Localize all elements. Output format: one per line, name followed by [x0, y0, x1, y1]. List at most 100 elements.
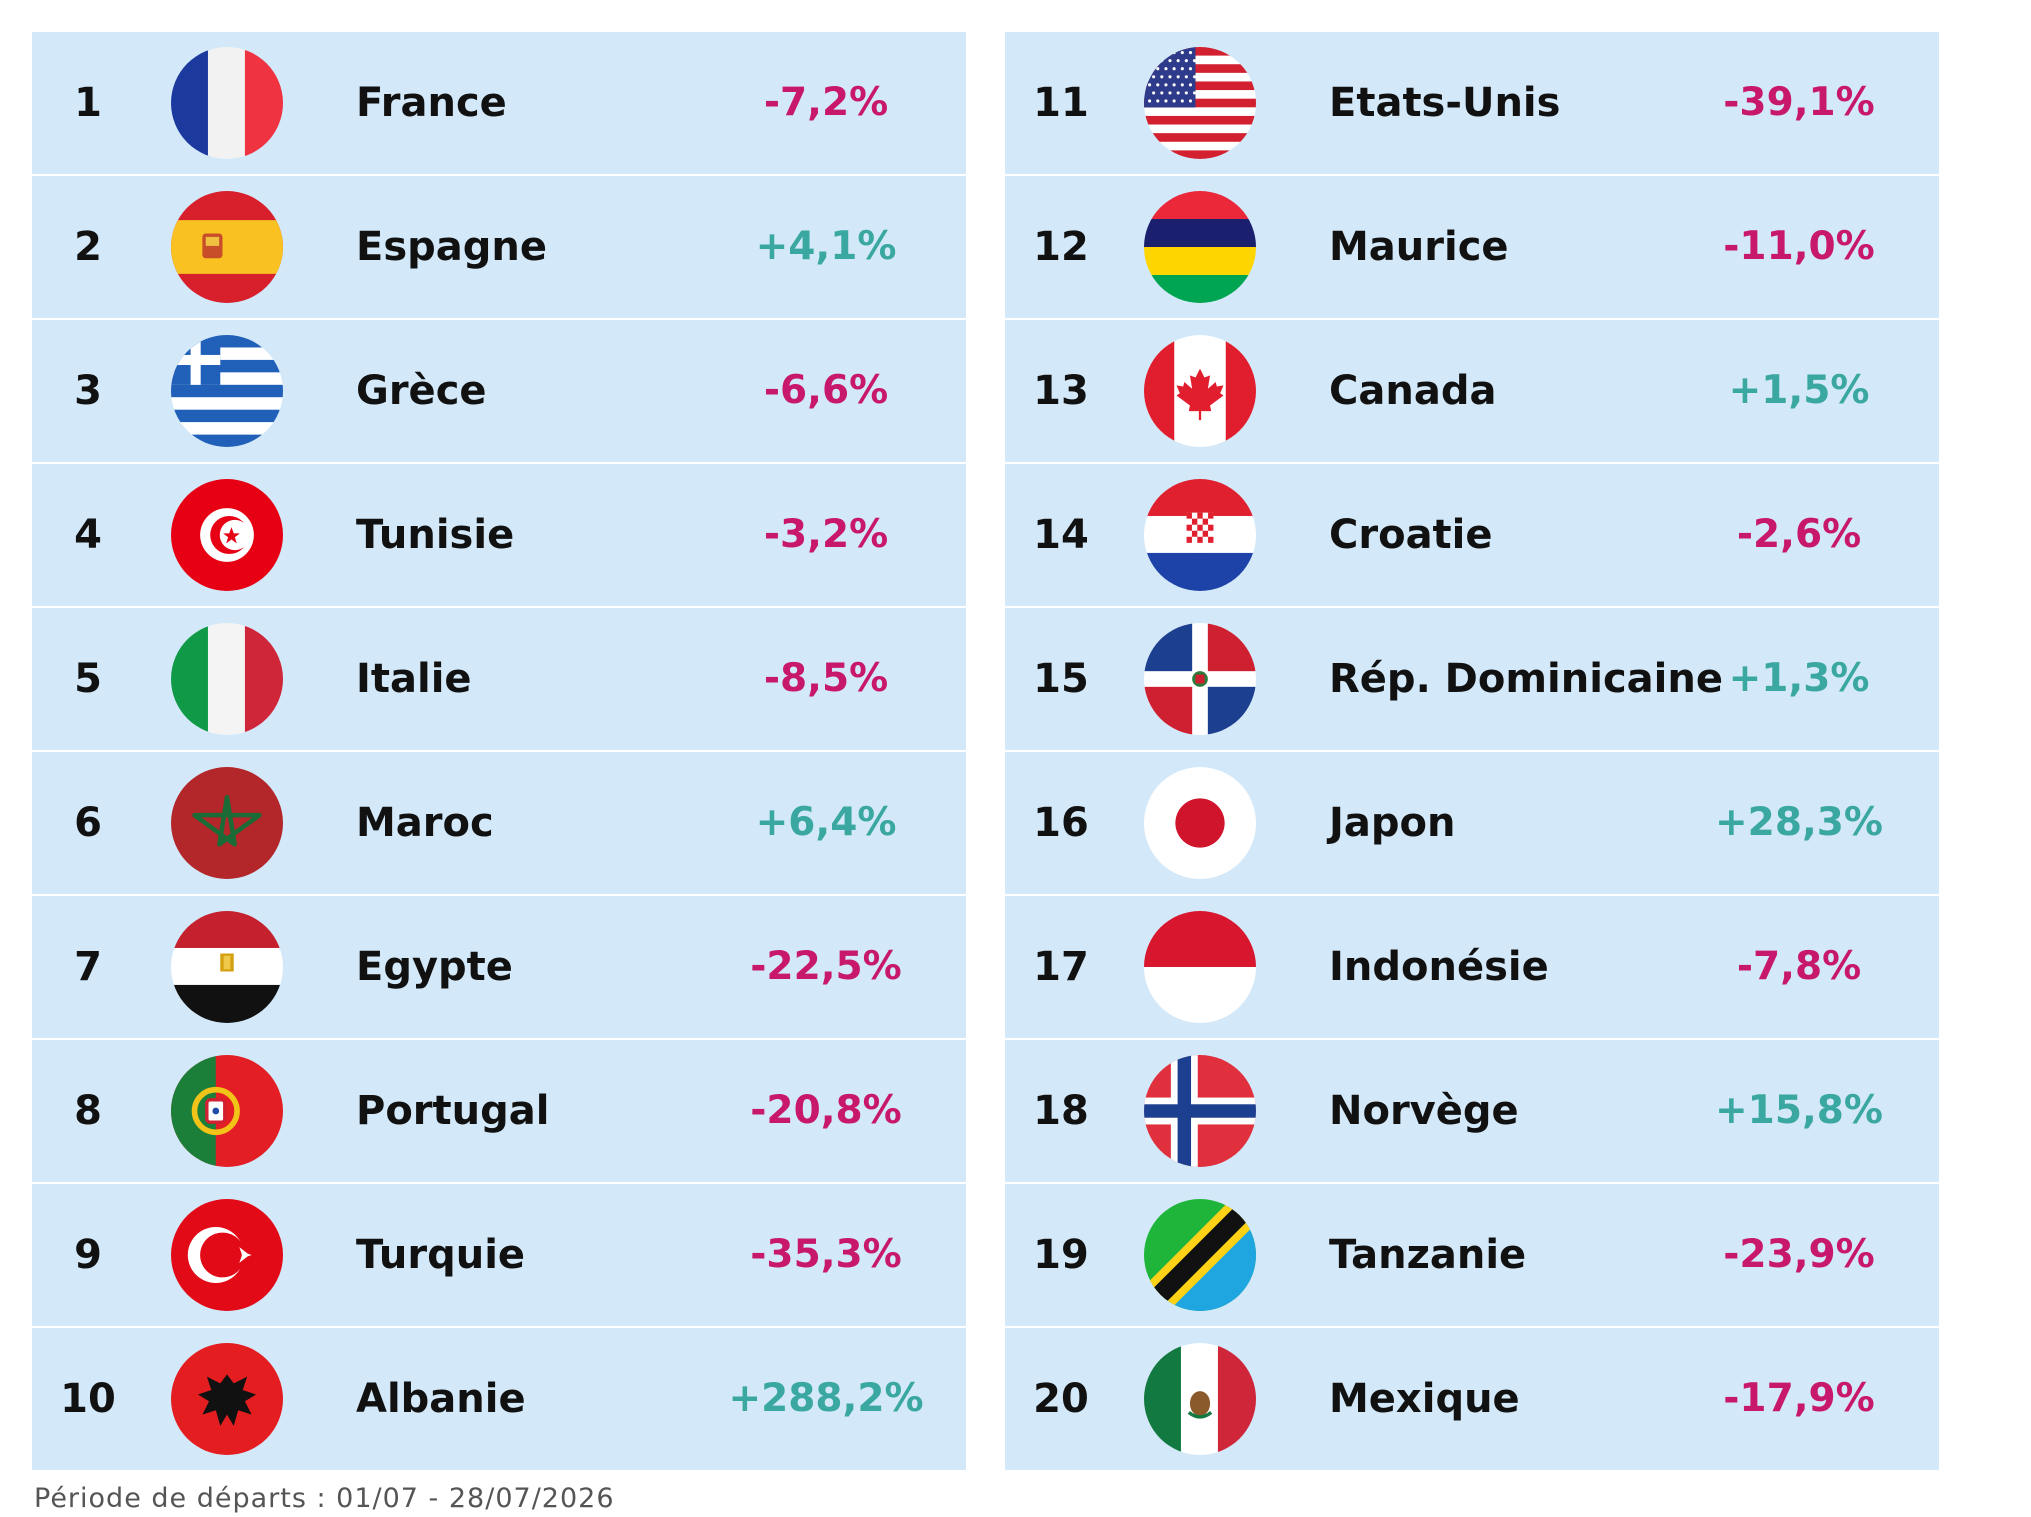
country-name: Norvège [1329, 1088, 1519, 1134]
change-percent: +1,5% [1728, 368, 1870, 413]
country-name: Albanie [356, 1376, 526, 1422]
country-name: Tunisie [356, 512, 515, 558]
change-percent: -3,2% [763, 512, 889, 557]
table-row: 7 Egypte -22,5% [32, 896, 966, 1038]
table-row: 10 Albanie +288,2% [32, 1328, 966, 1470]
country-name: Turquie [356, 1232, 526, 1278]
rank-number: 11 [1033, 80, 1089, 126]
france-flag-icon [171, 47, 283, 159]
indonesia-flag-icon [1144, 911, 1256, 1023]
portugal-flag-icon [171, 1055, 283, 1167]
table-row: 5 Italie -8,5% [32, 608, 966, 750]
change-percent: -7,2% [763, 80, 889, 125]
turkey-flag-icon [171, 1199, 283, 1311]
tunisia-flag-icon [171, 479, 283, 591]
country-name: France [356, 80, 507, 126]
table-row: 20 Mexique -17,9% [1005, 1328, 1939, 1470]
canada-flag-icon [1144, 335, 1256, 447]
country-name: Grèce [356, 368, 487, 414]
rank-number: 14 [1033, 512, 1089, 558]
change-percent: -8,5% [763, 656, 889, 701]
rank-number: 10 [60, 1376, 116, 1422]
ranking-column-left: 1 France -7,2% 2 Espagne +4,1% 3 Grèce -6,6% 4 Tun… [32, 32, 966, 1472]
rank-number: 3 [74, 368, 102, 414]
change-percent: -7,8% [1736, 944, 1862, 989]
change-percent: -35,3% [750, 1232, 902, 1277]
rank-number: 18 [1033, 1088, 1089, 1134]
italy-flag-icon [171, 623, 283, 735]
change-percent: +6,4% [755, 800, 897, 845]
change-percent: +288,2% [728, 1376, 924, 1421]
country-name: Portugal [356, 1088, 550, 1134]
change-percent: -17,9% [1723, 1376, 1875, 1421]
rank-number: 15 [1033, 656, 1089, 702]
rank-number: 16 [1033, 800, 1089, 846]
change-percent: -22,5% [750, 944, 902, 989]
change-percent: -20,8% [750, 1088, 902, 1133]
country-name: Mexique [1329, 1376, 1520, 1422]
tanzania-flag-icon [1144, 1199, 1256, 1311]
table-row: 2 Espagne +4,1% [32, 176, 966, 318]
rank-number: 1 [74, 80, 102, 126]
country-name: Etats-Unis [1329, 80, 1561, 126]
table-row: 19 Tanzanie -23,9% [1005, 1184, 1939, 1326]
table-row: 14 Croatie -2,6% [1005, 464, 1939, 606]
rank-number: 13 [1033, 368, 1089, 414]
table-row: 12 Maurice -11,0% [1005, 176, 1939, 318]
table-row: 11 Etats-Unis -39,1% [1005, 32, 1939, 174]
table-row: 18 Norvège +15,8% [1005, 1040, 1939, 1182]
rank-number: 6 [74, 800, 102, 846]
table-row: 3 Grèce -6,6% [32, 320, 966, 462]
country-name: Tanzanie [1329, 1232, 1527, 1278]
country-name: Rép. Dominicaine [1329, 656, 1723, 702]
change-percent: -39,1% [1723, 80, 1875, 125]
country-name: Japon [1329, 800, 1456, 846]
country-name: Espagne [356, 224, 547, 270]
country-name: Croatie [1329, 512, 1493, 558]
country-name: Egypte [356, 944, 513, 990]
rank-number: 2 [74, 224, 102, 270]
table-row: 13 Canada +1,5% [1005, 320, 1939, 462]
rank-number: 4 [74, 512, 102, 558]
table-row: 9 Turquie -35,3% [32, 1184, 966, 1326]
change-percent: -2,6% [1736, 512, 1862, 557]
table-row: 6 Maroc +6,4% [32, 752, 966, 894]
ranking-column-right: 11 Etats-Unis -39,1% 12 Maurice -11,0% 13 Canad… [1005, 32, 1939, 1472]
table-row: 17 Indonésie -7,8% [1005, 896, 1939, 1038]
country-name: Italie [356, 656, 472, 702]
change-percent: +1,3% [1728, 656, 1870, 701]
rank-number: 9 [74, 1232, 102, 1278]
morocco-flag-icon [171, 767, 283, 879]
change-percent: -23,9% [1723, 1232, 1875, 1277]
albania-flag-icon [171, 1343, 283, 1455]
country-name: Maroc [356, 800, 494, 846]
change-percent: -6,6% [763, 368, 889, 413]
country-name: Indonésie [1329, 944, 1549, 990]
croatia-flag-icon [1144, 479, 1256, 591]
change-percent: +4,1% [755, 224, 897, 269]
table-row: 4 Tunisie -3,2% [32, 464, 966, 606]
mexico-flag-icon [1144, 1343, 1256, 1455]
rank-number: 7 [74, 944, 102, 990]
dominican-republic-flag-icon [1144, 623, 1256, 735]
greece-flag-icon [171, 335, 283, 447]
change-percent: +15,8% [1715, 1088, 1883, 1133]
egypt-flag-icon [171, 911, 283, 1023]
spain-flag-icon [171, 191, 283, 303]
rank-number: 17 [1033, 944, 1089, 990]
table-row: 16 Japon +28,3% [1005, 752, 1939, 894]
change-percent: +28,3% [1715, 800, 1883, 845]
rank-number: 12 [1033, 224, 1089, 270]
mauritius-flag-icon [1144, 191, 1256, 303]
norway-flag-icon [1144, 1055, 1256, 1167]
rank-number: 8 [74, 1088, 102, 1134]
rank-number: 19 [1033, 1232, 1089, 1278]
country-name: Canada [1329, 368, 1497, 414]
table-row: 15 Rép. Dominicaine +1,3% [1005, 608, 1939, 750]
country-name: Maurice [1329, 224, 1509, 270]
japan-flag-icon [1144, 767, 1256, 879]
rank-number: 5 [74, 656, 102, 702]
change-percent: -11,0% [1723, 224, 1875, 269]
table-row: 8 Portugal -20,8% [32, 1040, 966, 1182]
period-footnote: Période de départs : 01/07 - 28/07/2026 [34, 1483, 615, 1514]
